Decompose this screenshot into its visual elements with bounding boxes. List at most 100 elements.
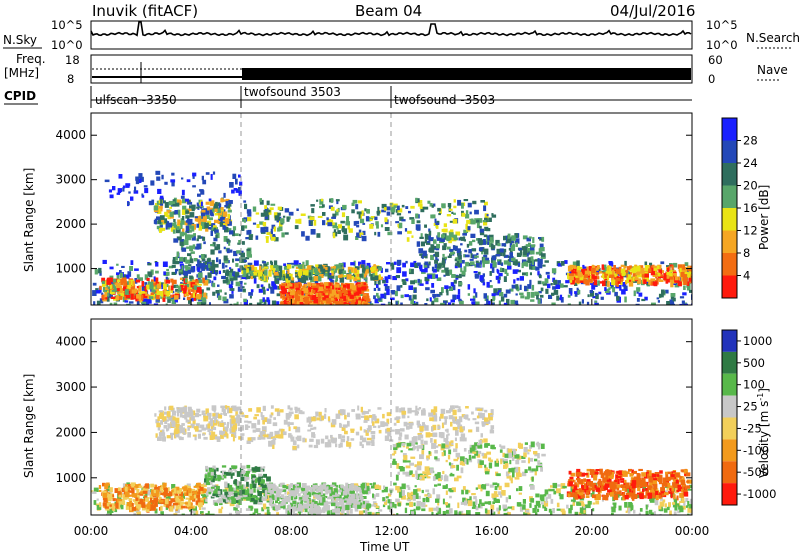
range-gate-cell [662,499,666,503]
range-gate-cell [489,237,493,241]
range-gate-cell [257,486,262,490]
range-gate-cell [686,272,691,278]
range-gate-cell [621,282,626,286]
range-gate-cell [245,508,251,511]
range-gate-cell [537,271,540,276]
range-gate-cell [215,271,218,276]
range-gate-cell [249,489,254,494]
range-gate-cell [270,261,273,267]
range-gate-cell [631,267,636,274]
range-gate-cell [122,494,125,498]
range-gate-cell [518,492,522,495]
range-gate-cell [579,276,584,281]
range-gate-cell [195,423,200,429]
range-gate-cell [551,302,556,305]
range-gate-cell [542,283,548,286]
range-gate-cell [255,497,259,501]
range-gate-cell [232,435,235,442]
range-gate-cell [240,412,244,415]
range-gate-cell [362,510,366,513]
range-gate-cell [430,254,434,261]
range-gate-cell [271,281,277,286]
range-gate-cell [105,297,108,300]
range-gate-cell [460,243,463,246]
range-gate-cell [535,251,541,255]
range-gate-cell [269,231,273,238]
range-gate-cell [233,303,238,305]
range-gate-cell [263,211,269,217]
range-gate-cell [415,506,421,510]
range-gate-cell [303,297,309,301]
range-gate-cell [240,433,245,436]
range-gate-cell [291,277,295,281]
range-gate-cell [674,273,677,277]
range-gate-cell [159,497,162,500]
range-gate-cell [259,199,264,205]
range-gate-cell [287,421,290,427]
range-gate-cell [150,483,155,488]
range-gate-cell [210,471,216,476]
range-gate-cell [221,420,224,423]
range-gate-cell [184,285,187,291]
range-gate-cell [202,488,207,494]
range-gate-cell [357,288,362,294]
range-gate-cell [170,179,176,183]
range-gate-cell [295,282,299,288]
range-gate-cell [213,263,219,268]
power-heatmap-data [92,170,692,305]
range-gate-cell [552,482,558,489]
range-gate-cell [497,280,501,284]
range-gate-cell [140,491,145,495]
range-gate-cell [623,285,628,291]
range-gate-cell [325,282,331,287]
range-gate-cell [194,216,198,222]
range-gate-cell [430,289,435,294]
range-gate-cell [155,490,160,495]
range-gate-cell [620,264,625,267]
range-gate-cell [274,237,279,242]
range-gate-cell [360,264,365,268]
range-gate-cell [490,425,495,429]
range-gate-cell [455,231,461,236]
range-gate-cell [541,236,545,242]
range-gate-cell [386,412,392,417]
range-gate-cell [446,214,452,217]
range-gate-cell [401,279,406,282]
range-gate-cell [171,489,175,493]
range-gate-cell [294,409,298,414]
range-gate-cell [270,405,274,409]
range-gate-cell [276,293,281,297]
range-gate-cell [594,292,598,296]
range-gate-cell [605,273,609,276]
range-gate-cell [455,257,460,262]
range-gate-cell [251,494,257,499]
range-gate-cell [355,291,360,296]
range-gate-cell [173,487,177,494]
range-gate-cell [389,202,394,209]
colorbar-label: 28 [743,134,758,148]
range-gate-cell [571,267,576,272]
range-gate-cell [150,292,154,295]
range-gate-cell [601,267,605,270]
range-gate-cell [208,198,212,202]
range-gate-cell [201,302,206,305]
range-gate-cell [332,285,335,290]
range-gate-cell [341,282,344,288]
range-gate-cell [439,416,442,422]
range-gate-cell [659,501,665,507]
range-gate-cell [608,266,612,271]
range-gate-cell [261,507,265,512]
range-gate-cell [122,277,127,282]
range-gate-cell [527,284,532,289]
range-gate-cell [359,441,363,446]
range-gate-cell [458,406,461,412]
range-gate-cell [250,273,254,276]
range-gate-cell [139,499,144,504]
range-gate-cell [266,232,271,235]
range-gate-cell [481,484,487,490]
range-gate-cell [375,506,379,509]
range-gate-cell [432,432,438,438]
range-gate-cell [295,301,300,305]
range-gate-cell [452,218,458,224]
range-gate-cell [186,266,191,270]
